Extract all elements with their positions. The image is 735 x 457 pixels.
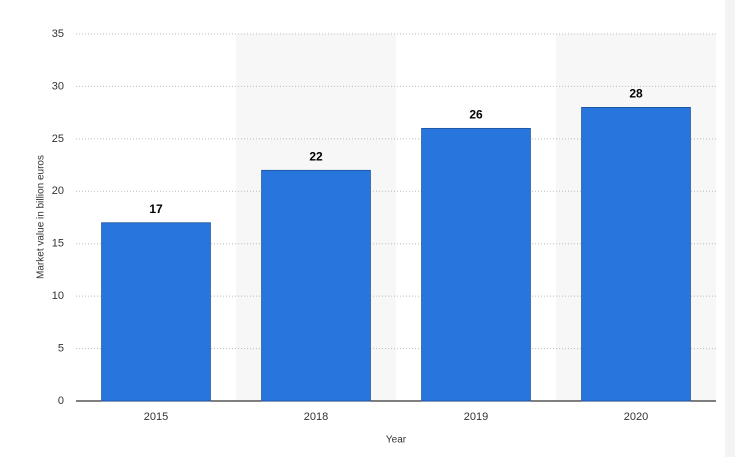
y-tick-label: 0 xyxy=(58,395,64,407)
value-label: 28 xyxy=(629,87,643,101)
y-tick-label: 25 xyxy=(52,133,64,145)
x-tick-label: 2020 xyxy=(624,411,648,423)
bar xyxy=(581,107,691,402)
y-tick-label: 35 xyxy=(52,28,64,40)
bar xyxy=(261,169,371,402)
y-axis-label: Market value in billion euros xyxy=(36,155,47,279)
x-tick-label: 2018 xyxy=(304,411,328,423)
y-tick-label: 15 xyxy=(52,238,64,250)
value-label: 22 xyxy=(309,149,323,163)
x-tick-label: 2015 xyxy=(144,411,168,423)
y-tick-label: 30 xyxy=(52,80,64,92)
value-label: 17 xyxy=(149,202,163,216)
side-strip xyxy=(725,0,735,457)
value-label: 26 xyxy=(469,108,483,122)
bar xyxy=(421,127,531,402)
x-tick-label: 2019 xyxy=(464,411,488,423)
x-axis-label: Year xyxy=(386,435,407,446)
y-tick-label: 10 xyxy=(52,290,64,302)
y-tick-label: 20 xyxy=(52,185,64,197)
y-tick-label: 5 xyxy=(58,342,64,354)
bar xyxy=(101,222,211,402)
